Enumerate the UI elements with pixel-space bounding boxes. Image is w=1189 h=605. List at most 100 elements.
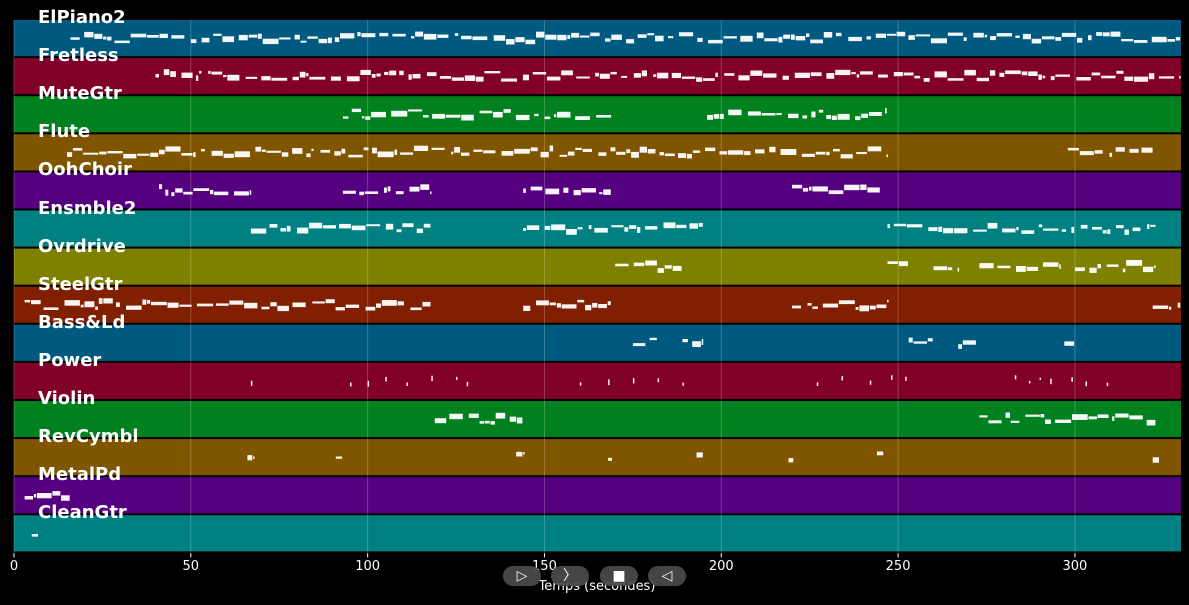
note-segment: [155, 69, 1181, 82]
track-label: Ovrdrive: [38, 235, 126, 257]
note-segment: [816, 382, 819, 386]
note-segment: [905, 376, 907, 381]
note-segment: [657, 378, 660, 383]
note-segment: [250, 380, 253, 386]
note-segment: [979, 262, 1061, 272]
track-label: Power: [38, 349, 102, 371]
track-label: MuteGtr: [38, 83, 122, 105]
back-icon: ◁: [661, 568, 673, 584]
note-segment: [350, 382, 352, 387]
note-segment: [1067, 147, 1153, 157]
note-segment: [887, 222, 1156, 235]
note-segment: [908, 337, 933, 344]
note-segment: [1152, 457, 1159, 463]
note-segment: [1085, 381, 1087, 387]
track-label: Ensmble2: [38, 197, 137, 219]
play-icon: ▷: [516, 568, 528, 584]
note-segment: [523, 222, 703, 235]
track-label: CleanGtr: [38, 502, 127, 524]
note-segment: [792, 299, 889, 312]
x-tick-label: 300: [1062, 559, 1088, 574]
track-row-elpiano2: [14, 20, 1181, 57]
note-segment: [67, 145, 888, 159]
note-segment: [887, 261, 908, 267]
track-label: OohChoir: [38, 159, 132, 181]
note-segment: [933, 266, 960, 272]
note-segment: [466, 381, 469, 387]
note-segment: [579, 31, 1181, 44]
note-segment: [434, 412, 523, 425]
x-tick-label: 200: [708, 559, 734, 574]
note-segment: [250, 222, 431, 234]
note-segment: [696, 452, 703, 458]
track-row-flute: [14, 134, 1181, 171]
note-segment: [869, 380, 872, 385]
note-segment: [579, 382, 582, 386]
note-segment: [1152, 302, 1181, 310]
play-button[interactable]: ▷: [503, 566, 541, 586]
note-segment: [342, 108, 612, 121]
forward-button[interactable]: 〉: [551, 566, 589, 586]
note-segment: [523, 299, 611, 311]
x-tick-label: 250: [885, 559, 911, 574]
track-label: SteelGtr: [38, 273, 123, 295]
track-row-revcymbl: [14, 439, 1181, 476]
stop-button[interactable]: ■: [600, 566, 638, 586]
note-segment: [342, 184, 432, 196]
note-segment: [792, 184, 880, 195]
note-segment: [632, 337, 657, 347]
track-row-oohchoir: [14, 172, 1181, 209]
note-segment: [24, 298, 431, 312]
track-label: RevCymbl: [38, 426, 139, 448]
note-segment: [608, 379, 610, 386]
note-segment: [335, 456, 343, 459]
note-segment: [24, 491, 70, 501]
note-segment: [159, 184, 252, 197]
back-button[interactable]: ◁: [648, 566, 686, 586]
note-segment: [632, 378, 635, 384]
note-segment: [1071, 377, 1073, 382]
track-row-metalpd: [14, 477, 1181, 514]
forward-icon: 〉: [563, 568, 577, 584]
note-segment: [841, 376, 843, 381]
track-label: Fretless: [38, 45, 119, 67]
note-segment: [891, 375, 893, 380]
track-label: Violin: [38, 388, 96, 409]
note-segment: [682, 382, 684, 386]
note-segment: [707, 107, 887, 121]
note-segment: [456, 376, 458, 380]
note-segment: [657, 265, 682, 273]
track-label: Flute: [38, 121, 91, 143]
track-label: ElPiano2: [38, 7, 126, 28]
note-segment: [788, 458, 794, 463]
note-segment: [608, 457, 612, 461]
note-segment: [1028, 380, 1031, 384]
track-row-cleangtr: [14, 515, 1181, 552]
note-segment: [1074, 260, 1156, 273]
note-segment: [1039, 377, 1041, 380]
note-segment: [31, 534, 38, 537]
track-row-bass-ld: [14, 324, 1181, 361]
note-segment: [958, 340, 976, 349]
x-tick-label: 50: [182, 559, 200, 574]
note-segment: [615, 260, 657, 267]
note-segment: [431, 375, 433, 382]
stop-icon: ■: [612, 568, 626, 584]
track-row-power: [14, 362, 1181, 399]
note-segment: [247, 455, 255, 461]
note-segment: [1050, 378, 1052, 385]
note-segment: [367, 380, 370, 387]
note-segment: [1064, 341, 1075, 346]
note-segment: [979, 412, 1156, 426]
x-tick-label: 100: [355, 559, 381, 574]
note-segment: [70, 31, 580, 45]
note-segment: [876, 451, 884, 456]
track-label: MetalPd: [38, 464, 122, 486]
note-segment: [1014, 375, 1017, 380]
track-row-mutegtr: [14, 96, 1181, 133]
x-tick-label: 0: [9, 559, 19, 574]
note-segment: [385, 376, 387, 382]
track-label: Bass&Ld: [38, 311, 126, 333]
note-segment: [523, 186, 611, 196]
